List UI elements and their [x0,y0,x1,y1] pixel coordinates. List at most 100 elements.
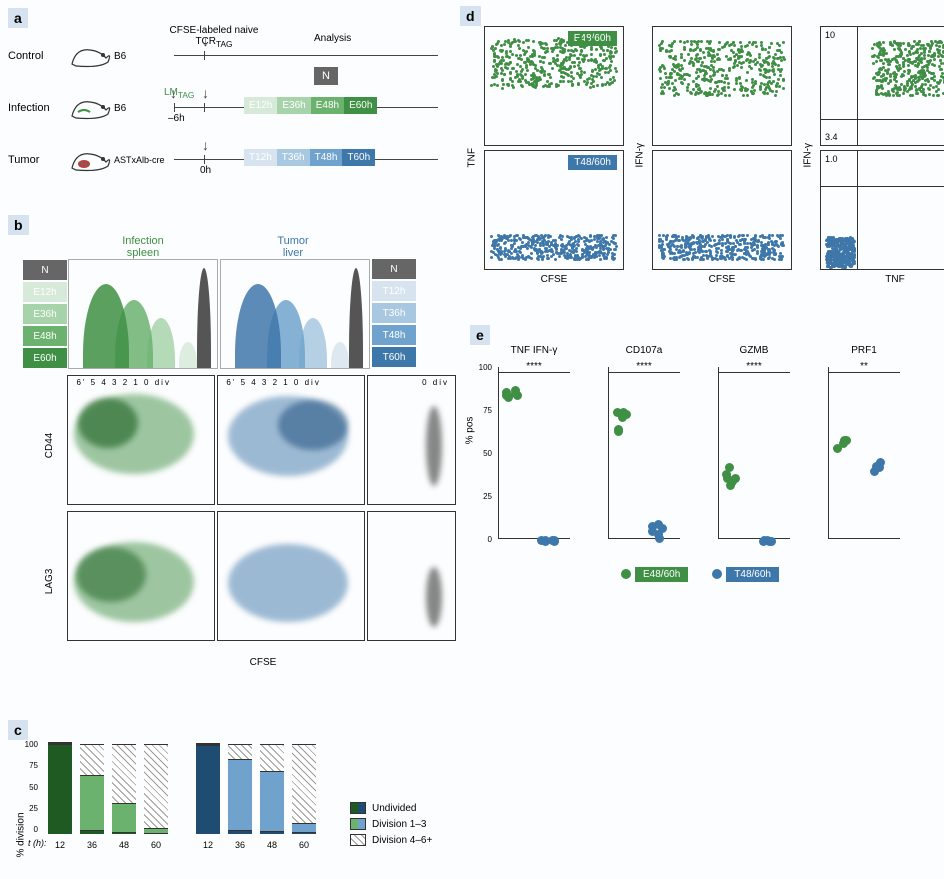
hist-time-label: T36h [372,303,416,323]
timeline-box: T48h [310,149,343,166]
d-xlabel-cfse: CFSE [484,274,624,285]
minus6h-label: –6h [168,113,185,124]
bar-xtick: 60 [144,840,168,850]
legend-div46: Division 4–6+ [372,835,432,846]
histogram-block: NE12hE36hE48hE60h NT12hT36hT48hT60h [68,259,458,369]
legend-dot-green [621,569,631,579]
timeline-box: T36h [277,149,310,166]
c-ylabel: % division [16,832,27,858]
div-label: 6' 5 4 3 2 1 0 div [226,378,320,387]
hist-time-label: N [23,260,67,280]
bars-infection: 0255075100 12364860 [42,740,182,850]
stacked-bar [196,743,220,834]
panel-a: a Control B6 CFSE-labeled naive TCRTAG ↓… [8,8,438,198]
b-header-tumor: Tumorliver [218,235,368,259]
panel-label-c: c [8,720,28,740]
mouse-icon-control [70,41,114,71]
d-t-label: T48/60h [568,155,617,170]
mouse-icon-tumor [70,145,114,175]
d-ifn-e [652,26,792,146]
stacked-bar [144,744,168,834]
stacked-bar [80,744,104,834]
odiv-label: 0 div [422,378,449,387]
b-headers: Infectionspleen Tumorliver [68,235,458,259]
panel-label-e: e [470,325,490,345]
scatter-row-lag3: LAG3 1051041030–103 101102103104105 1011… [32,511,458,641]
div-label: 6' 5 4 3 2 1 0 div [76,378,170,387]
b-xlabel: CFSE [68,657,458,668]
hist-time-label: E48h [23,326,67,346]
n-box: N [314,67,338,85]
scheme-tumor: ASTxAlb-cre [114,155,174,165]
ylabel-cd44: CD44 [44,422,55,457]
hist-time-label: N [372,259,416,279]
panel-label-b: b [8,215,29,235]
bar-xtick: 36 [80,840,104,850]
hist-time-label: E36h [23,304,67,324]
mouse-icon-infection [70,93,114,123]
d-xlabel-cfse2: CFSE [652,274,792,285]
d-xlabel-tnf: TNF [820,274,944,285]
bar-xtick: 36 [228,840,252,850]
timeline-box: E48h [311,97,344,114]
scheme-control: B6 [114,51,174,62]
timeline-box: E36h [277,97,310,114]
timeline-infection: LMTAG ↓ ↓ –6h E12hE36hE48hE60h [174,85,438,131]
hist-time-label: T60h [372,347,416,367]
stacked-bar [228,744,252,834]
d-ylabel-ifn1: IFN-γ [635,144,646,168]
timeline-box: T12h [244,149,277,166]
histogram-tumor [220,259,370,369]
e-plots: % pos TNF IFN-γ****0255075100CD107a****G… [470,345,930,555]
e-legend-b: T48/60h [726,567,779,582]
e-legend-g: E48/60h [635,567,688,582]
arrow-icon: ↓ [202,33,209,49]
d-quadrant-e: 10 84 3.4 2.1 [820,26,944,146]
row-infection-label: Infection [8,102,70,114]
scatter-cd44-infection: 1051041030–103 6' 5 4 3 2 1 0 div [67,375,215,505]
stacked-bar [48,742,72,834]
legend-div13: Division 1–3 [372,819,426,830]
q-bl: 3.4 [825,132,838,142]
histogram-time-labels: NT12hT36hT48hT60h [372,259,416,369]
legend-swatch-div13 [350,818,366,830]
bar-xtick: 48 [260,840,284,850]
panel-e: e % pos TNF IFN-γ****0255075100CD107a***… [470,325,930,655]
q-tl: 1.0 [825,154,838,164]
histogram-infection: NE12hE36hE48hE60h [68,259,218,369]
scatter-cd44-naive: 0 div [367,375,456,505]
row-control-label: Control [8,50,70,62]
e-legend: E48/60h T48/60h [470,569,930,580]
row-control: Control B6 CFSE-labeled naive TCRTAG ↓ A… [8,30,438,82]
hist-time-label: E60h [23,348,67,368]
e-stripplot: TNF IFN-γ****0255075100 [470,345,570,555]
analysis-label: Analysis [314,33,351,44]
row-infection: Infection B6 LMTAG ↓ ↓ –6h E12hE36hE48hE… [8,82,438,134]
timeline-box: E12h [244,97,277,114]
t-timeline-boxes: T12hT36hT48hT60h [244,149,375,166]
bar-xtick: 12 [196,840,220,850]
row-tumor-label: Tumor [8,154,70,166]
e-stripplot: GZMB**** [690,345,790,555]
scatter-lag3-naive: 101102103104 [367,511,456,641]
bar-xtick: 12 [48,840,72,850]
scatter-lag3-infection: 1051041030–103 101102103104105 [67,511,215,641]
legend-undivided: Undivided [372,803,416,814]
stacked-bar [260,744,284,834]
zero-label: 0h [200,165,211,176]
lm-label: LMTAG [164,87,194,100]
c-yticks: 0255075100 [18,740,38,834]
bar-xtick: 60 [292,840,316,850]
panel-b: b Infectionspleen Tumorliver NE12hE36hE4… [8,215,458,695]
stacked-bar [292,744,316,834]
legend-dot-blue [712,569,722,579]
e-timeline-boxes: E12hE36hE48hE60h [244,97,377,114]
b-header-infection: Infectionspleen [68,235,218,259]
arrow-icon: ↓ [170,85,177,101]
timeline-tumor: ↓ 0h T12hT36hT48hT60h [174,137,438,183]
d-tnf-e: E48/60h [484,26,624,146]
panel-label-d: d [460,6,481,26]
legend-swatch-undivided [350,802,366,814]
row-tumor: Tumor ASTxAlb-cre ↓ 0h T12hT36hT48hT60h [8,134,438,186]
q-tl: 10 [825,30,835,40]
